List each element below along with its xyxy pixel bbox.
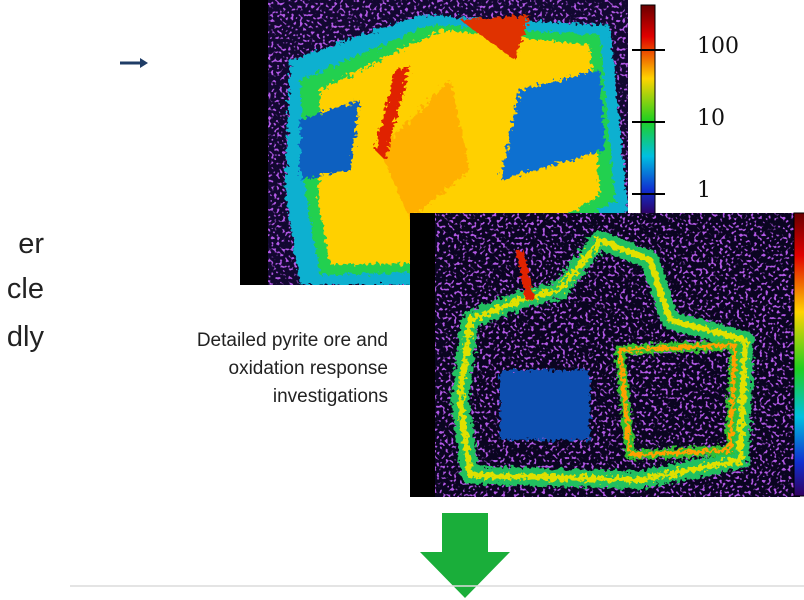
left-text: er (0, 228, 44, 261)
colorbar (641, 5, 655, 215)
colorbar-label: 100 (697, 34, 739, 59)
colorbar-label: 10 (697, 106, 725, 131)
slide: er cle dly 100 10 1 Detailed pyrite ore … (0, 0, 804, 600)
caption: oxidation response (229, 358, 389, 380)
caption: Detailed pyrite ore and (197, 330, 388, 352)
colorbar-label: 1 (697, 178, 711, 203)
left-text: dly (0, 321, 44, 354)
caption: investigations (273, 386, 388, 408)
colorbar (794, 213, 804, 496)
left-text: cle (0, 273, 44, 306)
slide-graphics (0, 0, 804, 600)
heatmap-image (410, 213, 800, 497)
